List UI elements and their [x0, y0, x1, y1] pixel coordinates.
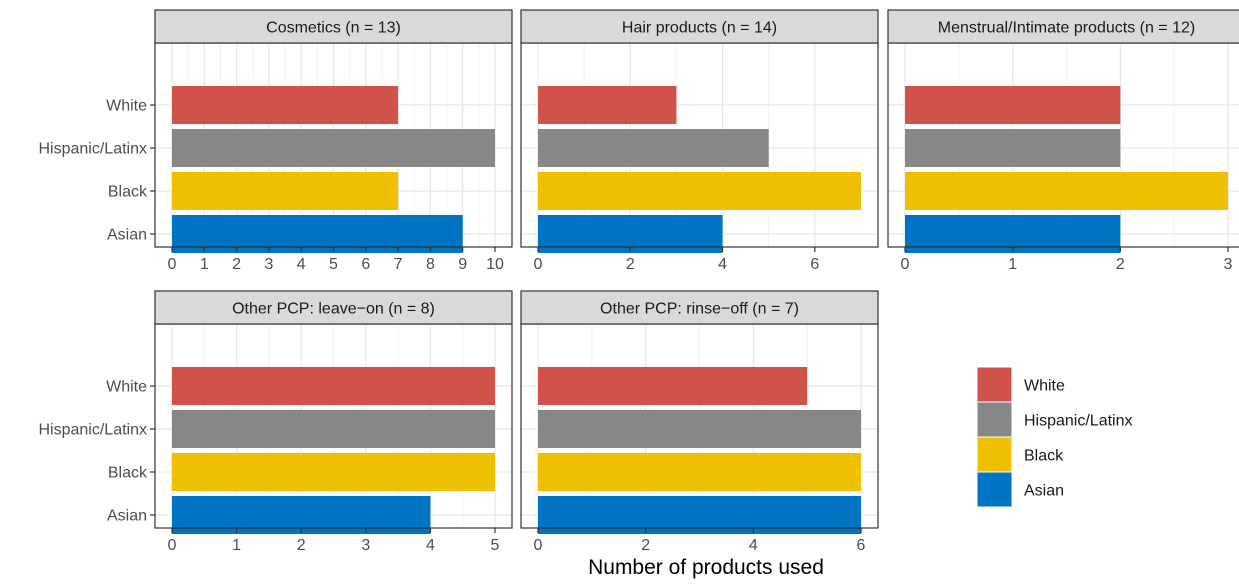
bar-white	[172, 367, 495, 405]
x-tick-label: 6	[810, 256, 819, 273]
x-tick-label: 0	[168, 537, 177, 554]
x-tick-label: 0	[534, 256, 543, 273]
legend-key	[977, 472, 1012, 507]
y-tick-label: White	[106, 98, 147, 115]
x-tick-label: 8	[426, 256, 435, 273]
legend-key	[977, 367, 1012, 402]
x-tick-label: 5	[491, 537, 500, 554]
bar-black	[905, 172, 1228, 210]
legend-label: Hispanic/Latinx	[1024, 413, 1133, 430]
bar-hispanic-latinx	[538, 129, 769, 167]
x-tick-label: 4	[297, 256, 306, 273]
x-tick-label: 7	[394, 256, 403, 273]
x-tick-label: 4	[426, 537, 435, 554]
bar-white	[905, 86, 1120, 124]
x-tick-label: 6	[857, 537, 866, 554]
legend-key	[977, 437, 1012, 472]
bar-white	[538, 86, 676, 124]
facet-title: Other PCP: leave−on (n = 8)	[232, 301, 435, 318]
x-axis-title: Number of products used	[588, 556, 824, 579]
x-tick-label: 1	[200, 256, 209, 273]
bar-black	[172, 172, 398, 210]
x-tick-label: 9	[458, 256, 467, 273]
y-tick-label: Hispanic/Latinx	[39, 422, 148, 439]
facet-panel: Other PCP: leave−on (n = 8) 0 1 2 3 4 5 White Hi…	[39, 291, 513, 554]
x-tick-label: 4	[749, 537, 758, 554]
facet-panel: Hair products (n = 14) 0 2 4 6	[521, 10, 878, 273]
x-tick-label: 5	[329, 256, 338, 273]
facet-title: Other PCP: rinse−off (n = 7)	[600, 301, 799, 318]
y-tick-label: Asian	[107, 227, 147, 244]
facet-title: Cosmetics (n = 13)	[266, 20, 401, 37]
x-tick-label: 10	[486, 256, 504, 273]
legend-key	[977, 402, 1012, 437]
x-tick-label: 3	[1224, 256, 1233, 273]
x-tick-label: 3	[361, 537, 370, 554]
facet-panel: Cosmetics (n = 13) 0 1 2 3 4 5 6 7 8 9 10 White Hispa…	[39, 10, 513, 273]
bar-hispanic-latinx	[172, 129, 495, 167]
x-tick-label: 0	[901, 256, 910, 273]
x-tick-label: 2	[641, 537, 650, 554]
bar-hispanic-latinx	[905, 129, 1120, 167]
x-tick-label: 4	[718, 256, 727, 273]
x-tick-label: 0	[168, 256, 177, 273]
legend-label: White	[1024, 378, 1065, 395]
facet-title: Hair products (n = 14)	[622, 20, 777, 37]
bar-black	[172, 453, 495, 491]
bar-white	[538, 367, 807, 405]
legend-label: Black	[1024, 448, 1064, 465]
legend: White Hispanic/Latinx Black Asian	[977, 367, 1133, 507]
x-tick-label: 1	[1008, 256, 1017, 273]
x-tick-label: 1	[232, 537, 241, 554]
facet-panel: Menstrual/Intimate products (n = 12) 0 1 2 3	[888, 10, 1239, 273]
y-tick-label: White	[106, 379, 147, 396]
legend-label: Asian	[1024, 483, 1064, 500]
y-tick-label: Asian	[107, 508, 147, 525]
x-tick-label: 2	[626, 256, 635, 273]
x-tick-label: 0	[534, 537, 543, 554]
x-tick-label: 3	[264, 256, 273, 273]
facet-title: Menstrual/Intimate products (n = 12)	[938, 20, 1195, 37]
bar-black	[538, 172, 861, 210]
bar-hispanic-latinx	[172, 410, 495, 448]
x-tick-label: 2	[1116, 256, 1125, 273]
x-tick-label: 2	[232, 256, 241, 273]
y-tick-label: Black	[108, 184, 148, 201]
y-tick-label: Hispanic/Latinx	[39, 141, 148, 158]
bar-black	[538, 453, 861, 491]
bar-hispanic-latinx	[538, 410, 861, 448]
y-tick-label: Black	[108, 465, 148, 482]
bar-white	[172, 86, 398, 124]
x-tick-label: 2	[297, 537, 306, 554]
x-tick-label: 6	[361, 256, 370, 273]
facet-panel: Other PCP: rinse−off (n = 7) 0 2 4 6	[521, 291, 878, 554]
